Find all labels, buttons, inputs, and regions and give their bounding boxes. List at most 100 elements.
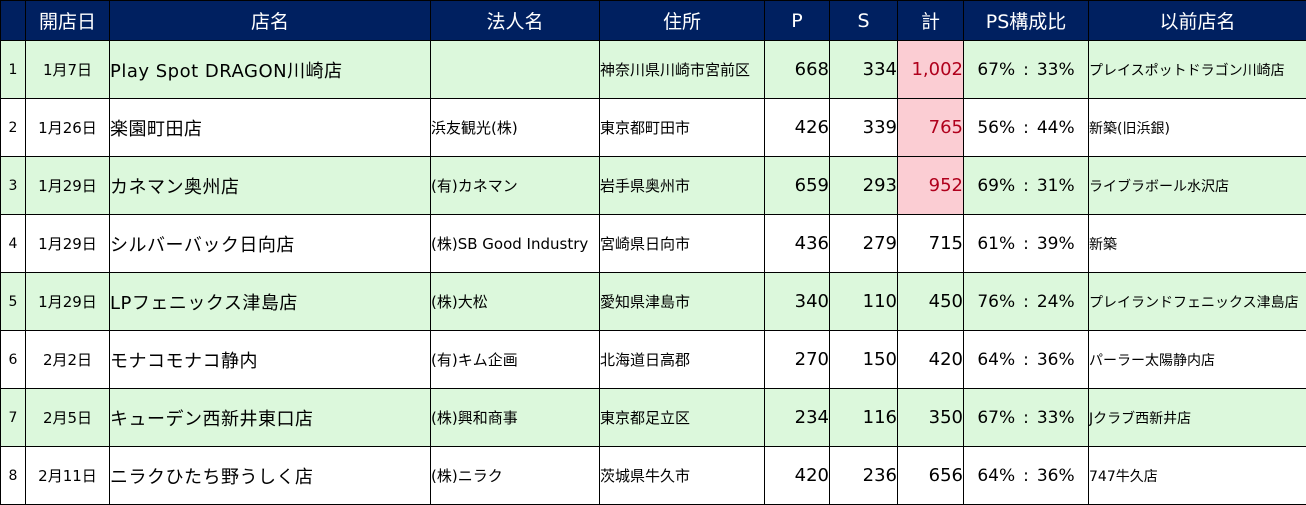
ratio-separator: : [1023,465,1029,486]
ratio-separator: : [1023,291,1029,312]
ps-ratio-cell[interactable]: 67%:33% [963,40,1089,99]
total-count-cell[interactable]: 450 [897,272,964,331]
corporation-cell[interactable]: (株)ニラク [430,446,600,505]
previous-name-cell[interactable]: 新築(旧浜銀) [1088,98,1306,157]
store-name-cell[interactable]: シルバーバック日向店 [109,214,431,273]
header-p[interactable]: P [764,0,830,41]
open-date-cell[interactable]: 2月5日 [25,388,110,447]
ps-ratio-cell[interactable]: 64%:36% [963,446,1089,505]
store-name-cell[interactable]: ニラクひたち野うしく店 [109,446,431,505]
total-count-cell[interactable]: 1,002 [897,40,964,99]
s-count-cell[interactable]: 236 [829,446,898,505]
row-number-cell[interactable]: 1 [0,40,26,99]
ps-ratio-cell[interactable]: 69%:31% [963,156,1089,215]
open-date-cell[interactable]: 1月29日 [25,214,110,273]
corporation-cell[interactable]: (株)興和商事 [430,388,600,447]
address-cell[interactable]: 岩手県奥州市 [599,156,765,215]
previous-name-cell[interactable]: Jクラブ西新井店 [1088,388,1306,447]
header-s[interactable]: S [829,0,898,41]
row-number-cell[interactable]: 3 [0,156,26,215]
s-count-cell[interactable]: 110 [829,272,898,331]
p-count-cell[interactable]: 659 [764,156,830,215]
row-number-cell[interactable]: 7 [0,388,26,447]
address-cell[interactable]: 神奈川県川崎市宮前区 [599,40,765,99]
s-count-cell[interactable]: 150 [829,330,898,389]
total-count-cell[interactable]: 952 [897,156,964,215]
p-count-cell[interactable]: 420 [764,446,830,505]
corporation-cell[interactable]: (有)カネマン [430,156,600,215]
s-count-cell[interactable]: 339 [829,98,898,157]
row-number-cell[interactable]: 5 [0,272,26,331]
previous-name-cell[interactable]: プレイランドフェニックス津島店 [1088,272,1306,331]
p-count-cell[interactable]: 426 [764,98,830,157]
header-corporation[interactable]: 法人名 [430,0,600,41]
header-previous-name[interactable]: 以前店名 [1088,0,1306,41]
open-date-cell[interactable]: 1月26日 [25,98,110,157]
corporation-cell[interactable] [430,40,600,99]
previous-name-cell[interactable]: 新築 [1088,214,1306,273]
address-cell[interactable]: 茨城県牛久市 [599,446,765,505]
row-number-cell[interactable]: 6 [0,330,26,389]
total-count-cell[interactable]: 656 [897,446,964,505]
s-count-cell[interactable]: 293 [829,156,898,215]
p-count-cell[interactable]: 436 [764,214,830,273]
open-date-cell[interactable]: 2月11日 [25,446,110,505]
row-number-cell[interactable]: 4 [0,214,26,273]
p-ratio: 61% [977,233,1016,254]
open-date-cell[interactable]: 1月29日 [25,272,110,331]
ratio-separator: : [1023,407,1029,428]
corporation-cell[interactable]: 浜友観光(株) [430,98,600,157]
previous-name-cell[interactable]: ライブラボール水沢店 [1088,156,1306,215]
ps-ratio-cell[interactable]: 67%:33% [963,388,1089,447]
s-ratio: 39% [1036,233,1075,254]
store-name-cell[interactable]: LPフェニックス津島店 [109,272,431,331]
address-cell[interactable]: 愛知県津島市 [599,272,765,331]
total-count-cell[interactable]: 420 [897,330,964,389]
ps-ratio-cell[interactable]: 76%:24% [963,272,1089,331]
p-count-cell[interactable]: 270 [764,330,830,389]
ps-ratio-cell[interactable]: 64%:36% [963,330,1089,389]
address-cell[interactable]: 東京都町田市 [599,98,765,157]
store-name-cell[interactable]: キューデン西新井東口店 [109,388,431,447]
header-total[interactable]: 計 [897,0,964,41]
previous-name-cell[interactable]: プレイスポットドラゴン川崎店 [1088,40,1306,99]
address-cell[interactable]: 東京都足立区 [599,388,765,447]
address-cell[interactable]: 北海道日高郡 [599,330,765,389]
ps-ratio-cell[interactable]: 61%:39% [963,214,1089,273]
open-date-cell[interactable]: 1月29日 [25,156,110,215]
header-no[interactable] [0,0,26,41]
s-count-cell[interactable]: 334 [829,40,898,99]
corporation-cell[interactable]: (有)キム企画 [430,330,600,389]
store-name-cell[interactable]: カネマン奥州店 [109,156,431,215]
row-number-cell[interactable]: 8 [0,446,26,505]
total-count-cell[interactable]: 350 [897,388,964,447]
row-number-cell[interactable]: 2 [0,98,26,157]
header-ps-ratio[interactable]: PS構成比 [963,0,1089,41]
store-name-cell[interactable]: 楽園町田店 [109,98,431,157]
s-ratio: 33% [1036,407,1075,428]
corporation-cell[interactable]: (株)大松 [430,272,600,331]
corporation-cell[interactable]: (株)SB Good Industry [430,214,600,273]
previous-name-cell[interactable]: パーラー太陽静内店 [1088,330,1306,389]
p-ratio: 56% [977,117,1016,138]
previous-name-cell[interactable]: 747牛久店 [1088,446,1306,505]
ps-ratio-cell[interactable]: 56%:44% [963,98,1089,157]
ratio-separator: : [1023,349,1029,370]
p-count-cell[interactable]: 234 [764,388,830,447]
address-cell[interactable]: 宮崎県日向市 [599,214,765,273]
header-open-date[interactable]: 開店日 [25,0,110,41]
open-date-cell[interactable]: 1月7日 [25,40,110,99]
store-name-cell[interactable]: モナコモナコ静内 [109,330,431,389]
total-count-cell[interactable]: 715 [897,214,964,273]
p-count-cell[interactable]: 340 [764,272,830,331]
header-store-name[interactable]: 店名 [109,0,431,41]
table-row: 6 2月2日 モナコモナコ静内 (有)キム企画 北海道日高郡 270 150 420 64%:3… [0,330,1306,389]
store-name-cell[interactable]: Play Spot DRAGON川崎店 [109,40,431,99]
p-count-cell[interactable]: 668 [764,40,830,99]
table-row: 4 1月29日 シルバーバック日向店 (株)SB Good Industry 宮崎県日向… [0,214,1306,273]
total-count-cell[interactable]: 765 [897,98,964,157]
open-date-cell[interactable]: 2月2日 [25,330,110,389]
header-address[interactable]: 住所 [599,0,765,41]
s-count-cell[interactable]: 116 [829,388,898,447]
s-count-cell[interactable]: 279 [829,214,898,273]
